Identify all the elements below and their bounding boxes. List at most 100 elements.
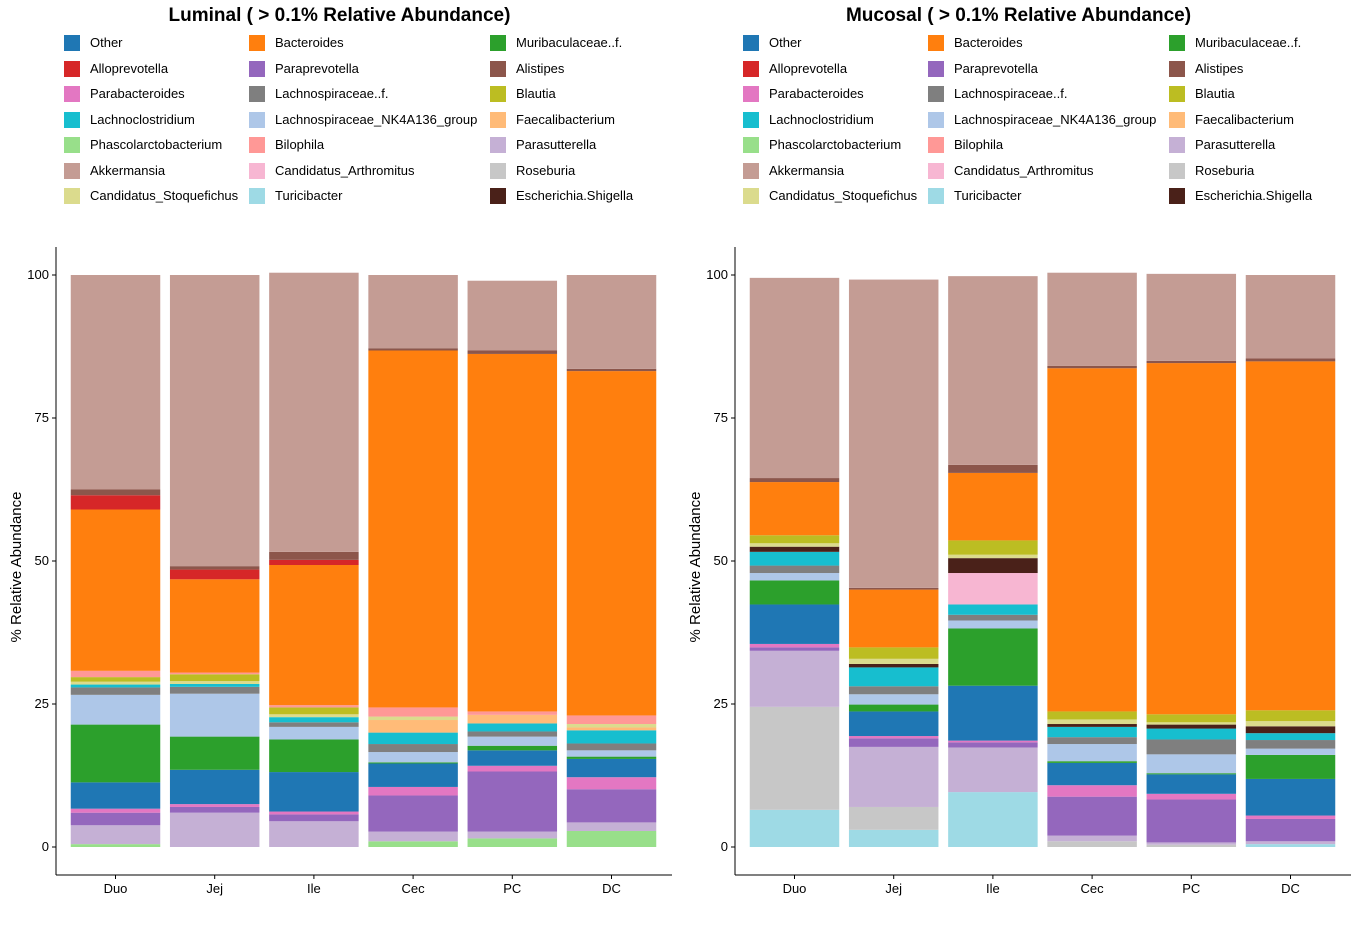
chart-title: Mucosal ( > 0.1% Relative Abundance): [845, 5, 1192, 26]
legend-label: Roseburia: [516, 162, 576, 178]
bar-segment: [848, 658, 939, 664]
y-tick-label: 50: [35, 553, 49, 568]
bar-segment: [749, 643, 840, 648]
bar-segment: [467, 280, 558, 351]
bar-segment: [368, 762, 458, 764]
legend-label: Bacteroides: [954, 35, 1023, 50]
bar-segment: [1245, 358, 1336, 362]
legend-label: Roseburia: [1195, 162, 1255, 178]
bar-segment: [1245, 778, 1336, 816]
legend-swatch: [1169, 162, 1185, 179]
legend-swatch: [490, 137, 506, 153]
bar-segment: [70, 694, 161, 725]
bar-segment: [848, 738, 939, 747]
legend-swatch: [64, 137, 80, 153]
bar-segment: [368, 744, 458, 753]
bar-segment: [948, 747, 1038, 793]
bar-segment: [1146, 754, 1237, 774]
bar-segment: [566, 371, 657, 716]
luminal-panel: Luminal ( > 0.1% Relative Abundance) Oth…: [8, 5, 672, 896]
legend-swatch: [490, 162, 506, 179]
legend-swatch: [64, 162, 80, 179]
bar-segment: [1245, 754, 1336, 779]
legend-swatch: [743, 86, 759, 102]
bar-segment: [467, 745, 558, 751]
bar-segment: [749, 647, 840, 651]
x-tick-label: Cec: [402, 881, 426, 896]
bar-segment: [368, 752, 458, 763]
legend-label: Candidatus_Arthromitus: [954, 162, 1094, 178]
x-tick-label: Jej: [206, 881, 223, 896]
bar-segment: [169, 736, 260, 770]
legend-swatch: [743, 60, 759, 77]
bar-segment: [566, 743, 657, 751]
bar-segment: [467, 750, 558, 766]
legend-label: Alistipes: [516, 60, 565, 76]
bar-segment: [848, 663, 939, 668]
legend-label: Paraprevotella: [275, 60, 359, 76]
bar-segment: [848, 667, 939, 687]
x-tick-label: Duo: [104, 881, 128, 896]
legend-swatch: [1169, 188, 1185, 204]
bar-segment: [1146, 739, 1237, 755]
legend-swatch: [249, 86, 265, 102]
bar-segment: [848, 647, 939, 659]
bar-segment: [1245, 275, 1336, 359]
legend-swatch: [928, 137, 944, 153]
bar-segment: [169, 681, 260, 684]
legend-swatch: [743, 111, 759, 128]
legend-swatch: [249, 35, 265, 51]
legend-swatch: [249, 188, 265, 204]
bar-segment: [70, 509, 161, 671]
bar-segment: [169, 686, 260, 694]
bar-segment: [1146, 724, 1237, 729]
legend-swatch: [490, 111, 506, 128]
legend-swatch: [928, 162, 944, 179]
bar-segment: [1146, 722, 1237, 725]
bar-segment: [269, 821, 359, 847]
legend-label: Blautia: [516, 86, 556, 101]
bar-segment: [269, 707, 359, 715]
bar-segment: [169, 672, 260, 675]
y-tick-label: 50: [714, 553, 728, 568]
bar-segment: [1245, 733, 1336, 741]
bar-segment: [169, 683, 260, 687]
bar-segment: [1146, 714, 1237, 723]
bar-segment: [467, 353, 558, 712]
legend-label: Paraprevotella: [954, 60, 1038, 76]
bar-segment: [848, 746, 939, 807]
y-tick-label: 25: [35, 696, 49, 711]
bar-segment: [1047, 726, 1137, 738]
bar-segment: [467, 714, 558, 724]
y-tick-label: 75: [35, 410, 49, 425]
mucosal-bar-chart: 0 25 50 75 100 % Relative Abundance Duo Jej Ile C…: [687, 247, 1351, 896]
bar-segment: [368, 348, 458, 351]
bar-segment: [70, 812, 161, 826]
bar-segment: [848, 829, 939, 847]
legend: Other Alloprevotella Parabacteroides Lachno…: [743, 34, 1343, 214]
bar-segment: [749, 277, 840, 479]
legend: Other Alloprevotella Parabacteroides Lachno…: [64, 34, 664, 214]
bar-segment: [169, 674, 260, 682]
legend-swatch: [928, 111, 944, 128]
bar-segment: [848, 711, 939, 737]
bar-segment: [368, 716, 458, 721]
bar-segment: [1146, 844, 1237, 847]
legend-label: Candidatus_Stoquefichus: [90, 188, 239, 203]
legend-swatch: [490, 60, 506, 77]
legend-label: Other: [90, 35, 123, 50]
bar-segment: [467, 350, 558, 354]
legend-swatch: [1169, 60, 1185, 77]
bar-segment: [749, 809, 840, 847]
bar-segment: [948, 614, 1038, 621]
x-tick-label: PC: [503, 881, 521, 896]
bar-segment: [848, 736, 939, 739]
bar-segment: [1146, 842, 1237, 845]
bar-segment: [848, 704, 939, 712]
bar-segment: [948, 464, 1038, 473]
bar-segment: [269, 811, 359, 815]
legend-swatch: [490, 35, 506, 51]
bar-segment: [1047, 724, 1137, 727]
bar-segment: [269, 714, 359, 718]
bar-segment: [70, 670, 161, 678]
